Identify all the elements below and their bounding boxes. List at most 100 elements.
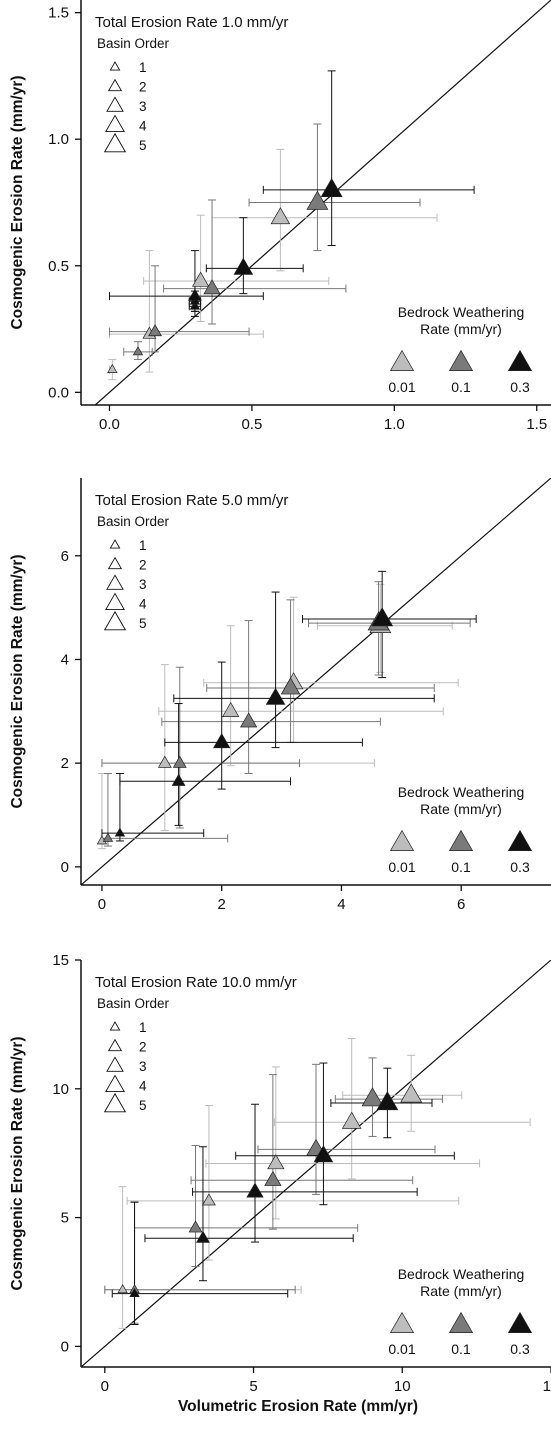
weathering-legend-label: 0.3 [510,859,530,875]
basin-legend-marker [109,1021,121,1031]
y-axis-label: Cosmogenic Erosion Rate (mm/yr) [9,1036,26,1290]
basin-legend-marker [103,610,127,631]
weathering-legend-marker [448,349,474,371]
basin-legend-marker [103,1092,127,1113]
weathering-legend-marker [507,829,533,851]
basin-legend-marker [107,1038,123,1052]
data-point [361,1087,384,1107]
chart-panel-1: 0.0 0.5 1.0 1.5 0.0 0.5 1.0 1.5 Cosmogenic Erosi… [9,0,551,433]
y-tick-label: 10 [52,1081,69,1098]
data-point [189,300,201,310]
weathering-legend-title: Bedrock Weathering [398,1266,525,1282]
data-point [191,271,210,287]
basin-legend-marker [107,556,123,570]
y-tick-label: 0.5 [48,258,69,275]
data-point [233,257,254,275]
basin-legend-label: 1 [139,1020,147,1035]
x-axis-label: Volumetric Erosion Rate (mm/yr) [178,1398,418,1415]
weathering-legend-label: 0.3 [510,1341,530,1357]
basin-legend-marker [105,1074,125,1093]
basin-legend-marker [109,539,121,549]
basin-legend-label: 2 [139,558,147,573]
data-point [341,1111,362,1129]
basin-legend-marker [105,592,125,611]
weathering-legend-label: 0.01 [388,1341,415,1357]
data-point [102,832,114,842]
weathering-legend-label: 0.1 [451,859,471,875]
data-point [201,1193,216,1206]
y-tick-label: 4 [61,651,69,668]
data-point [267,1154,285,1170]
chart-panel-2: 0 2 4 6 0 2 4 6 Cosmogenic Erosion Rate (mm/yr) T… [9,478,551,913]
data-point [171,773,186,786]
weathering-legend-marker [389,1311,415,1333]
weathering-legend-marker [507,1311,533,1333]
data-points [117,1083,423,1297]
data-point [264,1170,282,1186]
x-tick-label: 1.5 [526,416,547,433]
basin-legend-label: 3 [139,1059,147,1074]
y-axis-label: Cosmogenic Erosion Rate (mm/yr) [9,554,26,808]
x-tick-label: 1.0 [384,416,405,433]
basin-legend-label: 2 [139,1040,147,1055]
x-tick-label: 0.5 [241,416,262,433]
x-tick-label: 2 [218,896,226,913]
weathering-legend-title: Bedrock Weathering [398,784,525,800]
basin-legend-label: 1 [139,60,147,75]
basin-legend-label: 4 [139,597,147,612]
y-tick-label: 5 [61,1210,69,1227]
data-point [280,677,301,695]
one-to-one-line [81,478,551,885]
weathering-legend-marker [448,1311,474,1333]
weathering-legend-marker [389,829,415,851]
data-point [157,755,172,768]
basin-legend-marker [106,1056,124,1072]
basin-legend-marker [106,574,124,590]
data-point [148,324,162,337]
weathering-legend-marker [389,349,415,371]
error-bars [104,1038,531,1329]
data-point [306,190,329,210]
basin-legend-title: Basin Order [97,996,170,1011]
x-tick-label: 0 [98,896,106,913]
basin-legend-marker [107,78,123,92]
data-points [107,177,343,373]
data-point [270,207,291,225]
data-point [117,1284,128,1294]
y-tick-label: 0 [61,859,69,876]
basin-legend-label: 3 [139,99,147,114]
weathering-legend-marker [448,829,474,851]
basin-legend-label: 4 [139,1079,147,1094]
x-tick-label: 10 [394,1378,411,1395]
basin-legend-title: Basin Order [97,36,170,51]
basin-legend-label: 3 [139,577,147,592]
chart-panel-3: 051015051015Cosmogenic Erosion Rate (mm/… [9,952,551,1415]
data-point [129,1287,140,1297]
data-point [246,1182,264,1198]
data-point [265,687,286,705]
chart-title: Total Erosion Rate 1.0 mm/yr [95,14,288,31]
data-point [172,755,187,768]
data-point [188,1220,203,1233]
data-point [400,1083,423,1103]
basin-legend-marker [106,96,124,112]
y-tick-label: 0 [61,1338,69,1355]
basin-legend-label: 2 [139,80,147,95]
weathering-legend-subtitle: Rate (mm/yr) [420,801,502,817]
data-point [320,177,343,198]
weathering-legend-label: 0.01 [388,859,415,875]
y-tick-label: 15 [52,952,69,969]
y-axis-label: Cosmogenic Erosion Rate (mm/yr) [9,75,26,329]
y-tick-label: 6 [61,548,69,565]
weathering-legend-subtitle: Rate (mm/yr) [420,1283,502,1299]
data-point [188,288,202,301]
data-point [313,1145,334,1163]
chart-title: Total Erosion Rate 10.0 mm/yr [95,974,297,991]
weathering-legend-title: Bedrock Weathering [398,304,525,320]
y-tick-label: 1.5 [48,5,69,22]
x-tick-label: 0.0 [99,416,120,433]
weathering-legend-subtitle: Rate (mm/yr) [420,321,502,337]
x-tick-label: 0 [101,1378,109,1395]
x-tick-label: 4 [337,896,345,913]
data-points [96,607,394,845]
